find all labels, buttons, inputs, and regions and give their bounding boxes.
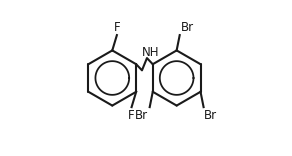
Text: Br: Br [180,21,194,34]
Text: Br: Br [135,109,148,122]
Text: F: F [114,21,121,34]
Text: NH: NH [142,46,159,59]
Text: F: F [128,109,134,122]
Text: Br: Br [204,109,218,122]
